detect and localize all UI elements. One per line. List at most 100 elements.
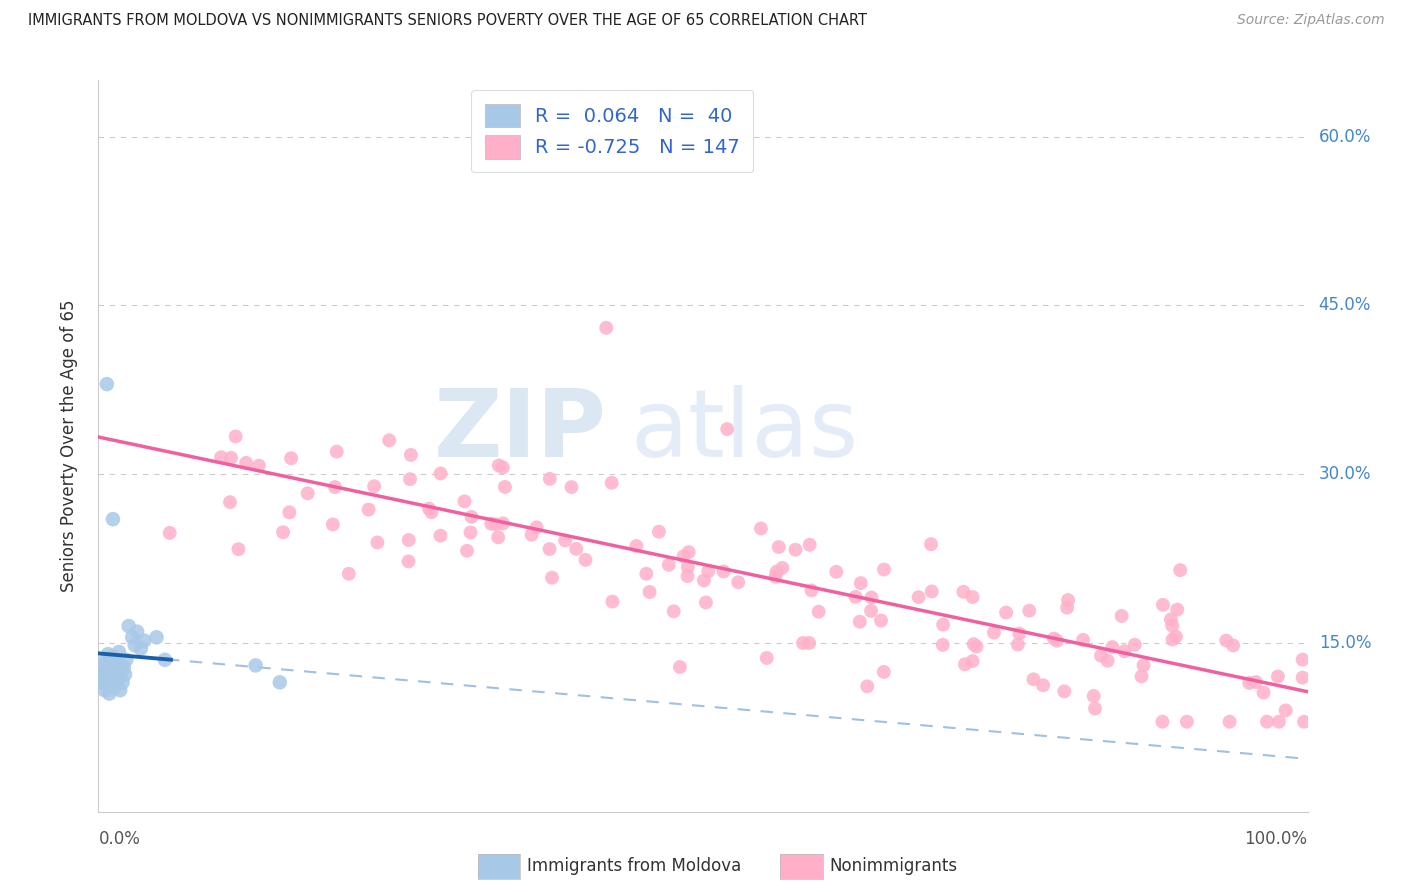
Point (108, 670, 131, 684)
Point (124, 638, 146, 652)
Point (1032, 678, 1054, 692)
Point (326, 444, 349, 458)
Point (337, 566, 360, 581)
Point (235, 456, 257, 470)
Point (920, 537, 942, 551)
Point (104, 664, 127, 678)
Point (93, 664, 115, 678)
Point (856, 679, 879, 693)
Point (765, 570, 787, 584)
Point (485, 517, 508, 532)
Point (755, 651, 778, 665)
Point (574, 553, 596, 567)
Text: 45.0%: 45.0% (1319, 296, 1371, 314)
Point (456, 543, 478, 558)
Point (1237, 676, 1260, 690)
Point (595, 321, 617, 335)
Point (1267, 669, 1289, 683)
Point (460, 510, 482, 524)
Point (1008, 626, 1031, 640)
Point (278, 505, 301, 519)
Point (1111, 609, 1133, 624)
Point (453, 494, 475, 508)
Point (100, 661, 122, 675)
Point (526, 520, 548, 534)
Point (1018, 604, 1040, 618)
Point (849, 576, 872, 591)
Point (1256, 714, 1278, 729)
Point (479, 516, 502, 531)
Point (849, 615, 872, 629)
Point (153, 653, 176, 667)
Point (638, 585, 661, 599)
Point (693, 574, 716, 588)
Point (418, 501, 440, 516)
Point (952, 584, 974, 599)
Point (118, 619, 141, 633)
Point (962, 590, 984, 604)
Point (1084, 701, 1107, 715)
Point (520, 527, 543, 541)
Point (486, 530, 509, 544)
Point (695, 595, 717, 609)
Point (799, 538, 821, 552)
Point (398, 554, 420, 568)
Point (538, 541, 561, 556)
Point (1101, 640, 1123, 654)
Text: Nonimmigrants: Nonimmigrants (830, 857, 957, 875)
Text: 0.0%: 0.0% (98, 830, 141, 848)
Point (1053, 684, 1076, 698)
Point (271, 525, 294, 540)
Point (678, 545, 700, 559)
Point (297, 486, 319, 500)
Point (770, 561, 793, 575)
Point (114, 667, 136, 681)
Point (873, 562, 896, 576)
Text: ZIP: ZIP (433, 385, 606, 477)
Point (765, 565, 787, 579)
Point (662, 604, 685, 618)
Point (91, 675, 114, 690)
Point (96, 377, 118, 392)
Point (1046, 633, 1069, 648)
Point (127, 624, 149, 639)
Point (1152, 714, 1174, 729)
Point (800, 583, 823, 598)
Point (538, 472, 561, 486)
Point (93, 683, 115, 698)
Point (1291, 671, 1313, 685)
Point (108, 645, 131, 659)
Point (1164, 630, 1187, 644)
Point (105, 656, 128, 670)
Point (97, 647, 120, 661)
Point (96, 679, 118, 693)
Point (932, 617, 955, 632)
Point (1166, 602, 1188, 616)
Point (1160, 612, 1182, 626)
Point (108, 683, 131, 698)
Point (600, 475, 623, 490)
Point (1268, 714, 1291, 729)
Point (1244, 675, 1267, 690)
Point (488, 458, 510, 473)
Point (103, 681, 125, 695)
Point (378, 434, 401, 448)
Point (907, 590, 929, 604)
Point (560, 480, 582, 494)
Point (100, 658, 122, 673)
Point (1130, 669, 1153, 683)
Point (963, 637, 986, 651)
Point (636, 566, 658, 581)
Point (1222, 639, 1244, 653)
Point (554, 533, 576, 548)
Point (626, 539, 648, 553)
Point (134, 633, 156, 648)
Text: 60.0%: 60.0% (1319, 128, 1371, 145)
Point (995, 606, 1018, 620)
Point (658, 558, 681, 572)
Point (697, 564, 720, 578)
Text: Source: ZipAtlas.com: Source: ZipAtlas.com (1237, 13, 1385, 28)
Point (429, 529, 451, 543)
Point (245, 658, 267, 673)
Point (1152, 598, 1174, 612)
